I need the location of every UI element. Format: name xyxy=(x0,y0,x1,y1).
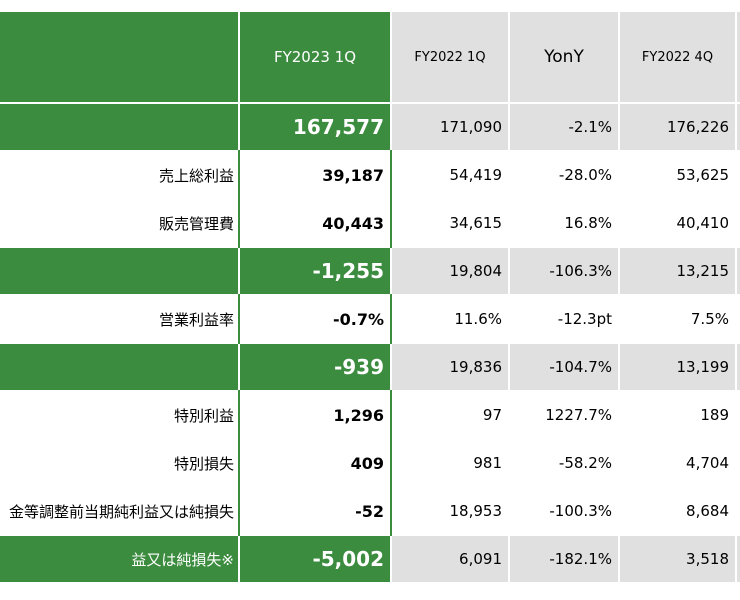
row-label xyxy=(0,248,238,294)
column-header: YonY xyxy=(510,12,618,102)
value-cell: 34,615 xyxy=(392,198,508,248)
value-cell: -12.3pt xyxy=(510,294,618,344)
row-label: 金等調整前当期純利益又は純損失 xyxy=(0,488,238,534)
value-cell: 13,215 xyxy=(620,248,735,294)
row-label: 益又は純損失※ xyxy=(0,536,238,582)
value-cell: 54,419 xyxy=(392,150,508,200)
value-cell: 1,296 xyxy=(238,390,392,440)
value-cell: -182.1% xyxy=(510,536,618,582)
header-edge xyxy=(737,12,740,102)
row-label xyxy=(0,104,238,150)
value-cell: 16.8% xyxy=(510,198,618,248)
row-label: 営業利益率 xyxy=(0,296,238,342)
value-cell: 11.6% xyxy=(392,294,508,344)
value-cell: 171,090 xyxy=(392,104,508,150)
value-cell: 18,953 xyxy=(392,486,508,536)
value-cell: 53,625 xyxy=(620,150,735,200)
row-edge xyxy=(737,536,740,582)
value-cell: 4,704 xyxy=(620,438,735,488)
value-cell: 7.5% xyxy=(620,294,735,344)
row-edge xyxy=(737,344,740,390)
value-cell: 1227.7% xyxy=(510,390,618,440)
value-cell: 40,443 xyxy=(238,198,392,248)
value-cell: 3,518 xyxy=(620,536,735,582)
row-edge xyxy=(737,248,740,294)
value-cell: -1,255 xyxy=(240,248,390,294)
value-cell: 19,836 xyxy=(392,344,508,390)
value-cell: 176,226 xyxy=(620,104,735,150)
value-cell: 167,577 xyxy=(240,104,390,150)
column-header: FY2023 1Q xyxy=(240,12,390,102)
value-cell: 6,091 xyxy=(392,536,508,582)
value-cell: -2.1% xyxy=(510,104,618,150)
value-cell: 409 xyxy=(238,438,392,488)
row-label: 販売管理費 xyxy=(0,200,238,246)
row-label xyxy=(0,344,238,390)
header-label-cell xyxy=(0,12,238,102)
value-cell: -52 xyxy=(238,486,392,536)
value-cell: -28.0% xyxy=(510,150,618,200)
value-cell: 981 xyxy=(392,438,508,488)
row-label: 特別損失 xyxy=(0,440,238,486)
value-cell: -104.7% xyxy=(510,344,618,390)
value-cell: 189 xyxy=(620,390,735,440)
value-cell: -0.7% xyxy=(238,294,392,344)
value-cell: 13,199 xyxy=(620,344,735,390)
value-cell: 8,684 xyxy=(620,486,735,536)
row-label: 売上総利益 xyxy=(0,152,238,198)
row-edge xyxy=(737,104,740,150)
value-cell: -5,002 xyxy=(240,536,390,582)
column-header: FY2022 1Q xyxy=(392,12,508,102)
value-cell: 39,187 xyxy=(238,150,392,200)
value-cell: -106.3% xyxy=(510,248,618,294)
value-cell: 40,410 xyxy=(620,198,735,248)
value-cell: -100.3% xyxy=(510,486,618,536)
value-cell: -939 xyxy=(240,344,390,390)
value-cell: 19,804 xyxy=(392,248,508,294)
column-header: FY2022 4Q xyxy=(620,12,735,102)
row-label: 特別利益 xyxy=(0,392,238,438)
value-cell: 97 xyxy=(392,390,508,440)
value-cell: -58.2% xyxy=(510,438,618,488)
